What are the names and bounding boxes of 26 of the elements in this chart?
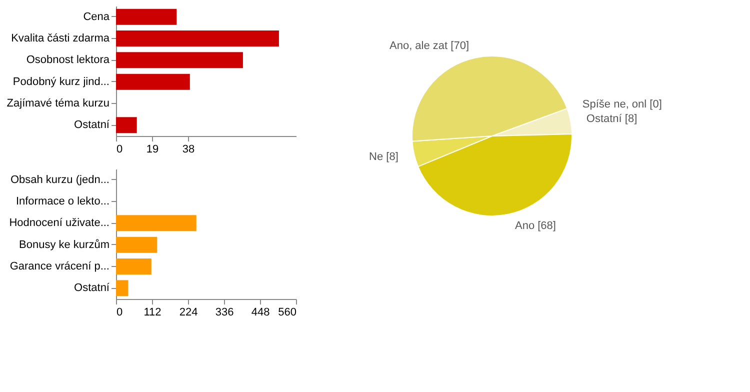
y-tick-label: Ostatní xyxy=(74,119,110,132)
x-tick-label: 19 xyxy=(146,144,159,156)
y-tick-label: Informace o lekto... xyxy=(16,196,110,208)
category-label: Spíše ne, onl [0] xyxy=(582,98,662,110)
y-tick-label: Cena xyxy=(83,10,110,23)
y-tick-label: Zajímavé téma kurzu xyxy=(6,98,110,110)
y-tick-label: Podobný kurz jind... xyxy=(12,76,110,88)
x-tick-label: 448 xyxy=(251,306,270,318)
x-tick-label: 560 xyxy=(278,306,296,318)
x-tick-label: 38 xyxy=(182,144,195,156)
x-tick-label: 112 xyxy=(144,306,162,318)
x-tick-label: 0 xyxy=(116,306,123,318)
y-tick-label: Garance vrácení p... xyxy=(10,260,110,272)
x-tick-label: 336 xyxy=(215,306,234,318)
y-tick-label: Kvalita části zdarma xyxy=(11,32,110,44)
y-tick-label: Hodnocení uživate... xyxy=(9,217,110,230)
y-tick-label: Obsah kurzu (jedn... xyxy=(10,174,110,186)
y-tick-label: Osobnost lektora xyxy=(26,54,110,66)
y-tick-label: Ostatní xyxy=(74,282,110,294)
slice-label: Ano, ale zat [70] xyxy=(390,40,469,52)
slice-label: Ostatní [8] xyxy=(586,112,638,125)
slice-label: Ne [8] xyxy=(369,150,398,163)
slice-label: Ano [68] xyxy=(515,220,556,232)
x-tick-label: 0 xyxy=(116,144,123,156)
y-tick-label: Bonusy ke kurzům xyxy=(19,238,110,251)
x-tick-label: 224 xyxy=(179,306,198,318)
